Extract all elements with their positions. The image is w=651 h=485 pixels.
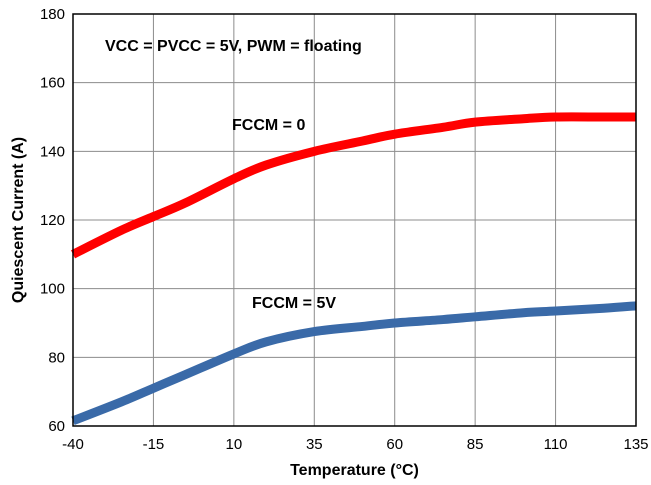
x-axis-title: Temperature (°C) — [290, 462, 419, 479]
x-tick-labels: -40 -15 10 35 60 85 110 135 — [62, 436, 648, 453]
fccm-5v-series-line — [71, 301, 637, 426]
x-tick-label: 110 — [544, 436, 568, 453]
conditions-annotation: VCC = PVCC = 5V, PWM = floating — [105, 38, 362, 55]
y-tick-label: 80 — [48, 349, 65, 366]
y-tick-label: 160 — [40, 75, 65, 92]
y-tick-label: 140 — [40, 143, 65, 160]
x-tick-label: 10 — [226, 436, 243, 453]
y-tick-label: 120 — [40, 212, 65, 229]
fccm-0-series-line — [70, 112, 636, 259]
x-tick-label: -15 — [143, 436, 165, 453]
series-layer — [70, 112, 637, 426]
y-tick-labels: 60 80 100 120 140 160 180 — [40, 6, 65, 435]
fccm-5v-label: FCCM = 5V — [252, 295, 336, 312]
y-tick-label: 180 — [40, 6, 65, 23]
x-tick-label: -40 — [62, 436, 84, 453]
x-tick-label: 60 — [386, 436, 403, 453]
plot-frame — [72, 13, 637, 427]
y-tick-label: 100 — [40, 281, 65, 298]
x-tick-label: 85 — [467, 436, 484, 453]
x-tick-label: 135 — [623, 436, 648, 453]
y-axis-title: Quiescent Current (A) — [10, 137, 27, 303]
grid — [72, 13, 637, 427]
fccm-0-label: FCCM = 0 — [232, 117, 305, 134]
x-tick-label: 35 — [306, 436, 323, 453]
y-tick-label: 60 — [48, 418, 65, 435]
